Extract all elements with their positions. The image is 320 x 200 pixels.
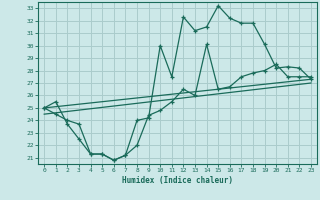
X-axis label: Humidex (Indice chaleur): Humidex (Indice chaleur) xyxy=(122,176,233,185)
